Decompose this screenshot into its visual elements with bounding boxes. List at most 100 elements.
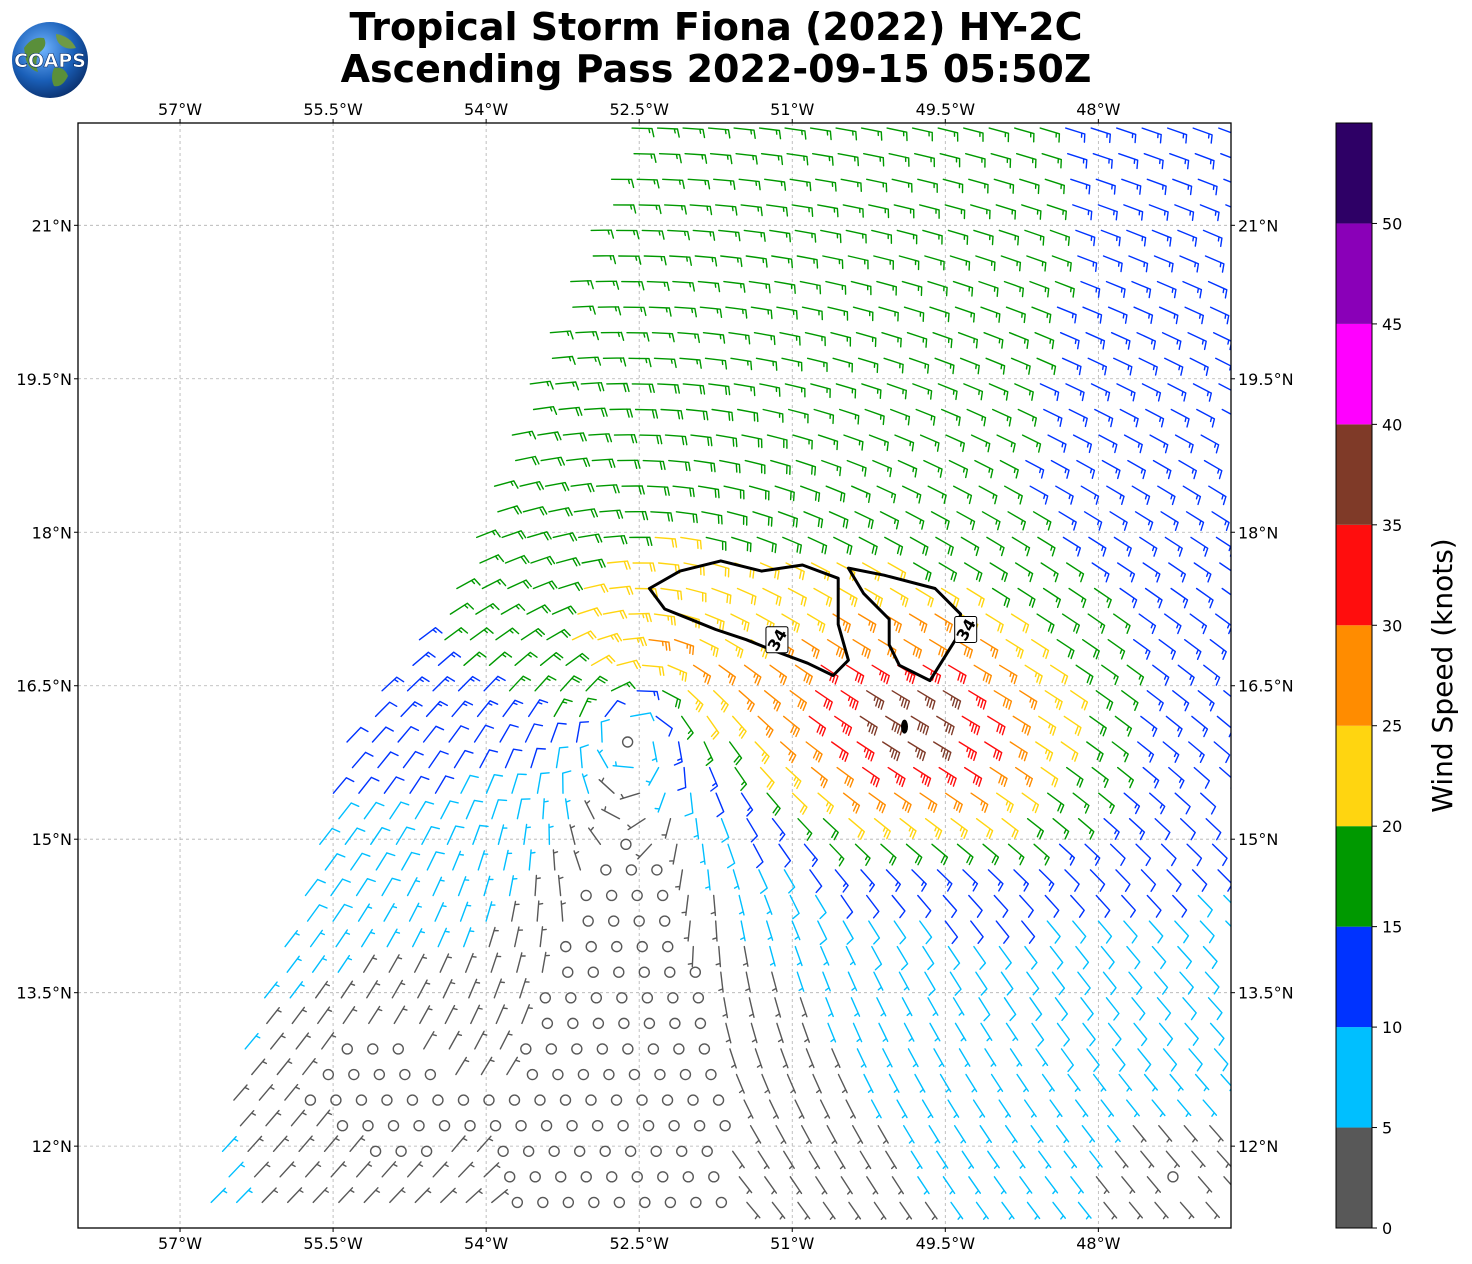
wind-barb [817,434,839,451]
wind-barb [452,850,464,871]
x-tick-label-top: 54°W [464,100,508,119]
wind-barb [1097,204,1118,221]
wind-barb [286,955,302,973]
wind-barb [866,178,888,193]
wind-barb [634,408,659,419]
wind-barb [504,554,530,565]
wind-barb [879,511,900,530]
wind-barb-calm [552,1068,564,1081]
wind-barb [846,664,865,685]
wind-barb-calm [641,992,654,1004]
wind-barb [885,869,901,892]
wind-barb [1202,945,1218,969]
wind-barb [667,664,688,682]
wind-barb [552,532,578,542]
wind-barb-calm [679,1068,692,1081]
wind-barb [1089,715,1107,737]
wind-barb [840,894,854,919]
wind-barb [673,639,695,656]
wind-barb [871,664,890,685]
wind-barb [1197,1176,1213,1194]
wind-barb [822,818,839,841]
wind-barb [1056,639,1075,660]
wind-barb [1180,818,1196,841]
wind-barb [950,818,968,839]
wind-barb [677,332,700,344]
wind-barb [986,536,1005,557]
wind-barb-calm [690,1196,702,1209]
wind-barb [735,153,758,165]
wind-barb [1153,971,1169,995]
wind-barb [383,903,398,922]
wind-barb [1024,229,1045,246]
wind-barb [330,878,351,897]
wind-barb [408,902,422,922]
wind-barb [1029,997,1043,1022]
wind-barb [244,1032,261,1050]
wind-barb [937,127,959,142]
wind-barb [1067,153,1088,169]
wind-barb [725,306,748,319]
wind-barb [1115,869,1131,892]
wind-barb [886,127,908,142]
wind-barb [697,485,720,499]
wind-barb [1140,869,1157,892]
wind-barb [675,869,684,891]
wind-barb-calm [585,1094,597,1106]
wind-barb [1184,639,1202,660]
wind-barb [317,1006,333,1025]
wind-barb [1098,434,1118,454]
wind-barb [1042,587,1061,608]
wind-barb [843,434,864,451]
wind-barb-calm [588,1196,600,1209]
wind-barb [493,978,505,999]
wind-barb-calm [613,1196,626,1209]
wind-barb [1086,1048,1100,1072]
wind-barb [996,434,1016,453]
wind-barb [542,798,549,820]
wind-barb [1152,664,1170,686]
wind-barb [309,929,325,948]
wind-barb [395,826,416,845]
wind-barb-calm [562,1196,575,1209]
wind-barb [338,1187,355,1204]
wind-barb [1170,408,1190,428]
wind-barb [1123,792,1141,815]
wind-barb [641,664,665,676]
wind-barb [968,894,983,918]
wind-barb [330,1161,347,1178]
wind-barb [655,715,673,737]
wind-barb [534,874,541,897]
colorbar-tick-label: 15 [1382,918,1402,937]
wind-barb [718,229,741,242]
wind-barb [745,255,768,268]
wind-barb [621,280,645,291]
wind-barb [1072,434,1092,454]
wind-barb [1019,690,1038,710]
wind-barb [985,613,1004,634]
wind-barb [1059,332,1080,350]
contour-label-box [765,626,789,654]
wind-barb [642,459,666,471]
wind-barb [1192,383,1212,402]
wind-barb [458,1161,475,1178]
wind-barb [748,997,755,1018]
wind-barb [852,306,874,322]
wind-barb [944,920,959,945]
wind-barb [1056,1022,1070,1047]
wind-barb [1143,153,1164,170]
wind-barb [1044,894,1060,918]
wind-barb [1101,459,1121,480]
wind-barb [938,562,958,582]
wind-barb-calm [650,1145,662,1157]
wind-barb [1202,229,1223,247]
wind-barb [550,722,567,743]
wind-barb [706,715,720,740]
wind-barb [1137,1048,1152,1072]
wind-barb [905,511,925,530]
wind-barb-calm [355,1094,368,1106]
wind-barb [756,536,777,554]
wind-barb [938,766,957,787]
wind-barb [555,381,580,391]
wind-barb [789,178,812,192]
